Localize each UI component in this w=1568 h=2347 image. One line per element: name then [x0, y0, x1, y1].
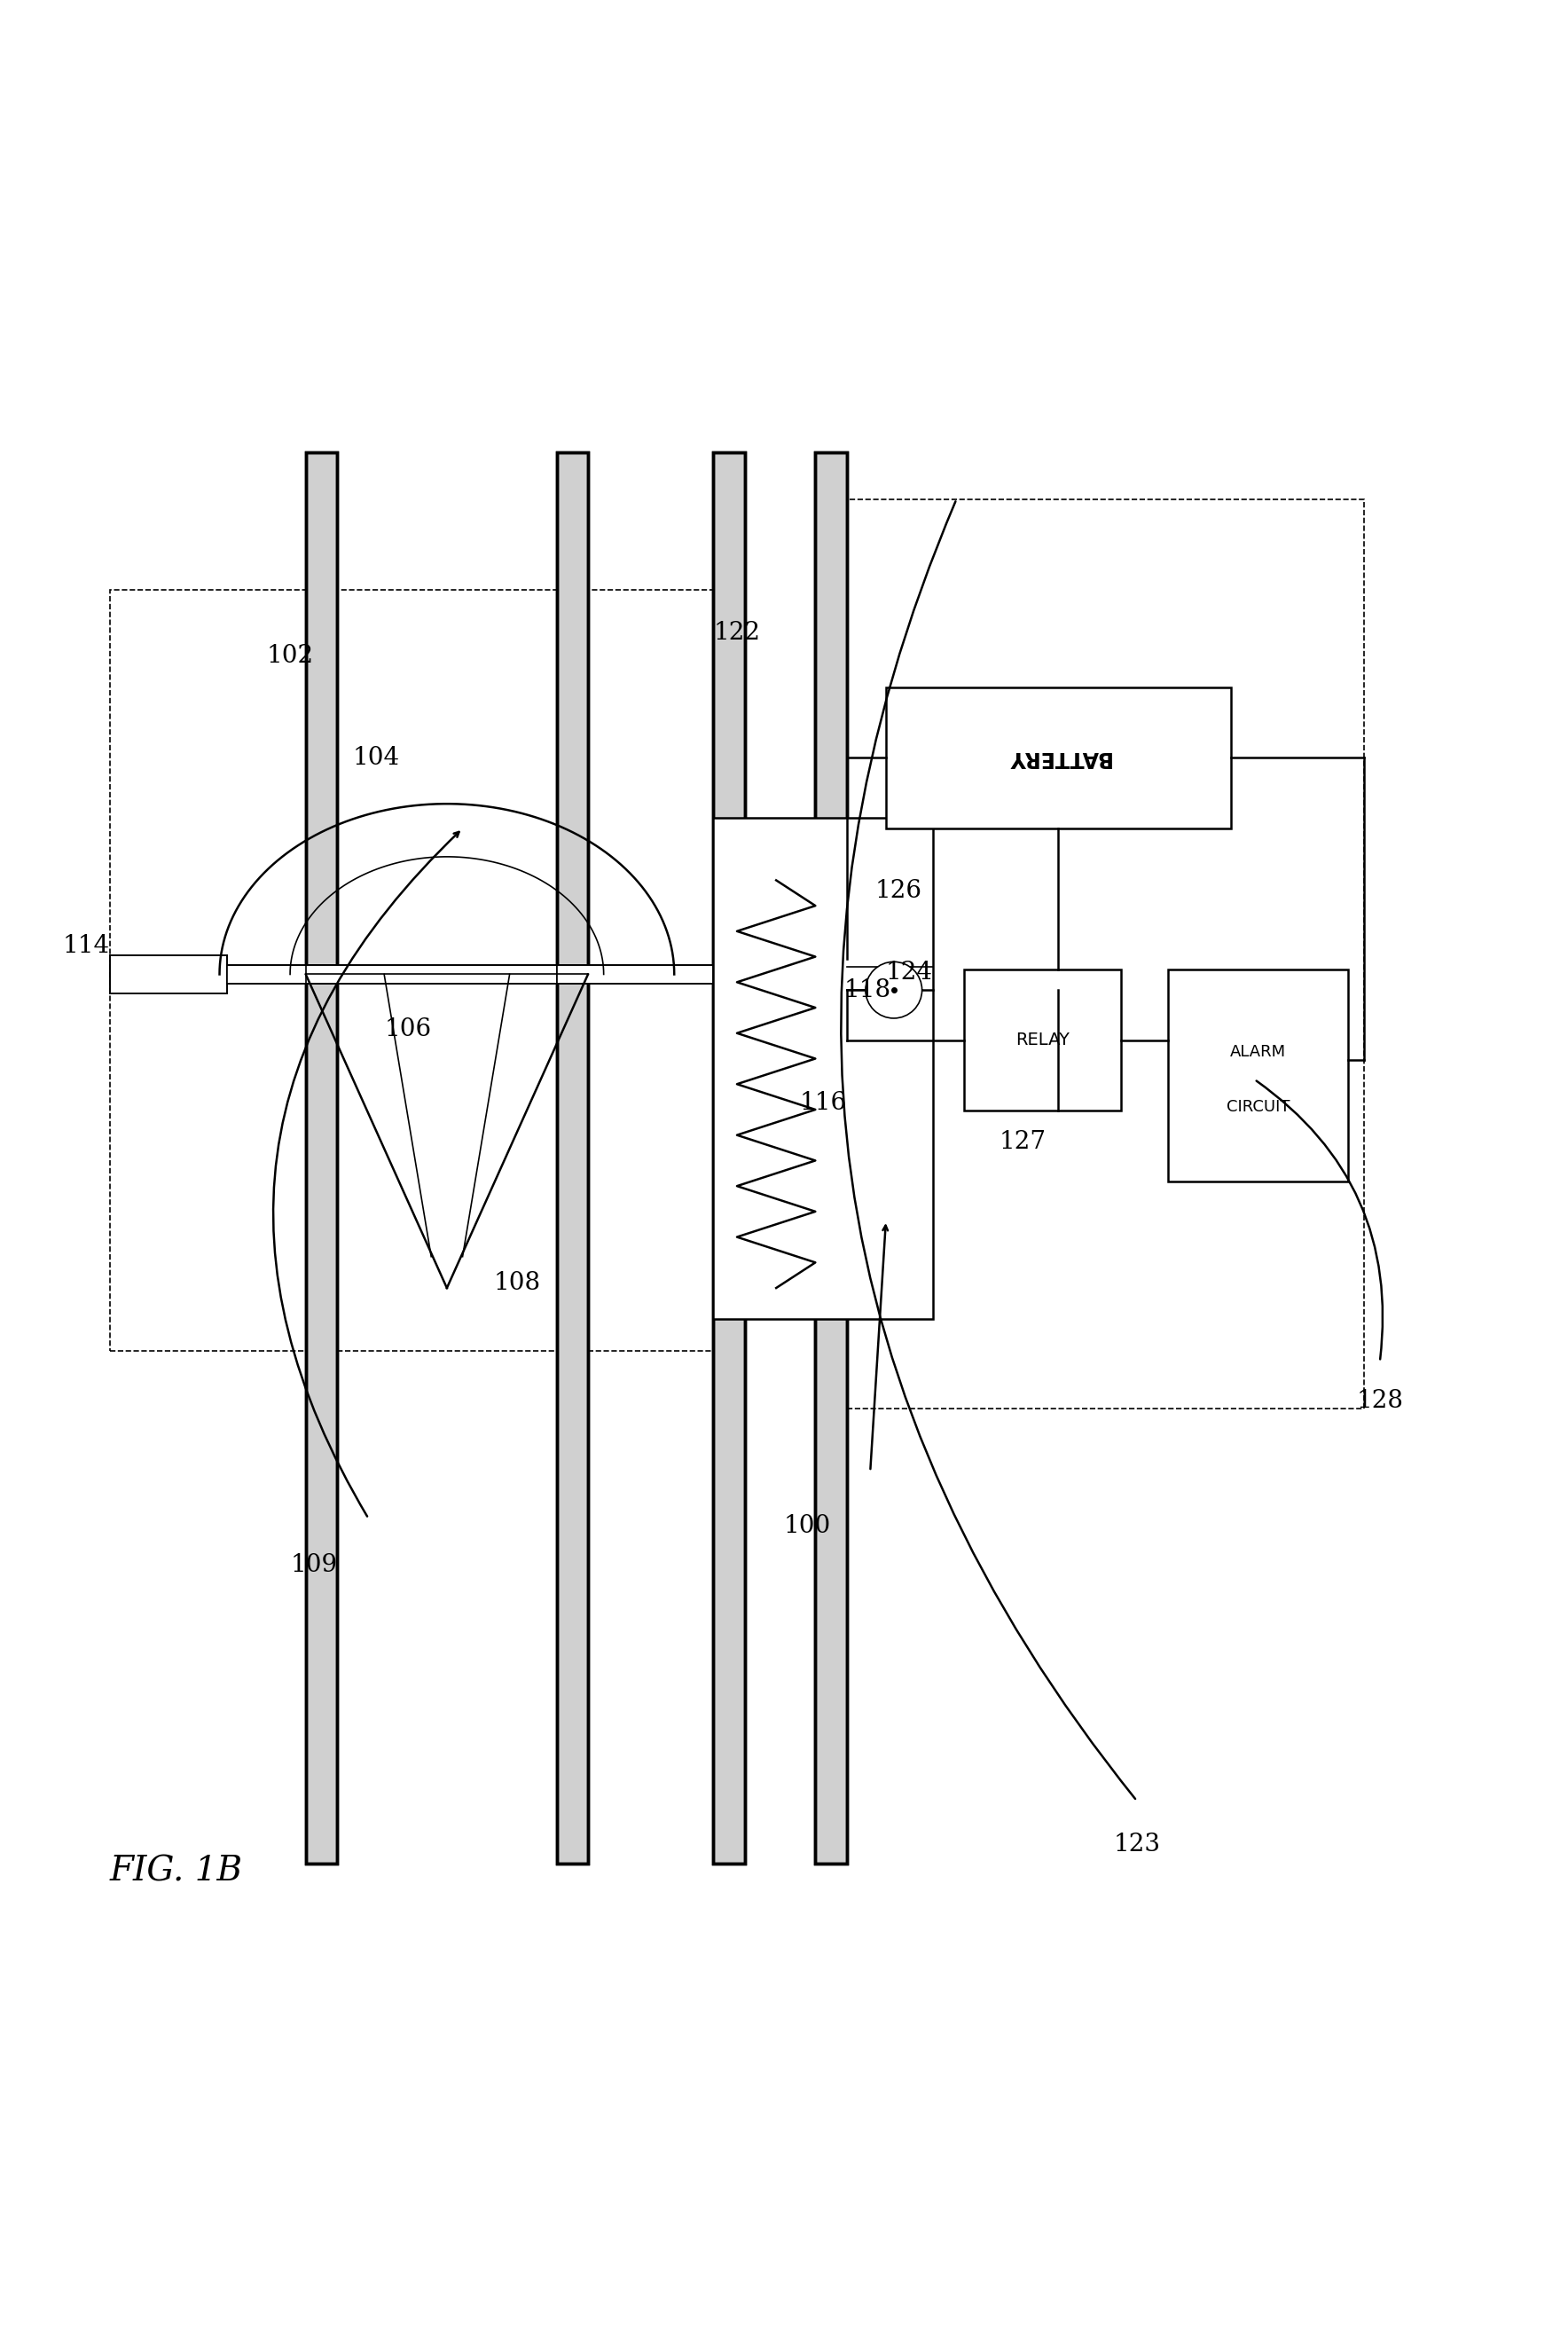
Text: 102: 102: [267, 643, 314, 669]
Bar: [713, 817, 933, 1319]
Text: 104: 104: [353, 746, 400, 770]
Text: 109: 109: [290, 1554, 337, 1577]
Text: 124: 124: [886, 960, 933, 986]
Bar: [815, 453, 847, 1864]
Text: 108: 108: [494, 1272, 541, 1296]
Text: CIRCUIT: CIRCUIT: [1226, 1098, 1290, 1115]
Bar: [306, 453, 337, 1864]
Bar: [557, 965, 713, 983]
Text: 100: 100: [784, 1514, 831, 1537]
Text: 128: 128: [1356, 1389, 1403, 1413]
Text: 116: 116: [800, 1091, 847, 1115]
Bar: [886, 688, 1231, 828]
Text: 114: 114: [63, 934, 110, 958]
Bar: [306, 965, 557, 983]
Text: 106: 106: [384, 1016, 431, 1042]
Text: BATTERY: BATTERY: [1007, 746, 1110, 767]
Bar: [964, 969, 1121, 1110]
Text: FIG. 1B: FIG. 1B: [110, 1854, 243, 1887]
Bar: [110, 589, 737, 1352]
Bar: [306, 453, 337, 1864]
Circle shape: [866, 962, 922, 1019]
Text: 126: 126: [875, 880, 922, 904]
Bar: [227, 965, 337, 983]
Bar: [557, 453, 588, 1864]
Text: 123: 123: [1113, 1833, 1160, 1856]
Text: RELAY: RELAY: [1016, 1033, 1069, 1049]
Bar: [1168, 969, 1348, 1181]
Text: ALARM: ALARM: [1231, 1044, 1286, 1061]
Bar: [557, 453, 588, 1864]
Bar: [847, 500, 1364, 1408]
Bar: [110, 955, 227, 993]
Bar: [815, 453, 847, 1864]
Text: 127: 127: [999, 1131, 1046, 1155]
Text: 118: 118: [844, 979, 891, 1002]
Text: 122: 122: [713, 620, 760, 645]
Bar: [713, 453, 745, 1864]
Bar: [713, 453, 745, 1864]
